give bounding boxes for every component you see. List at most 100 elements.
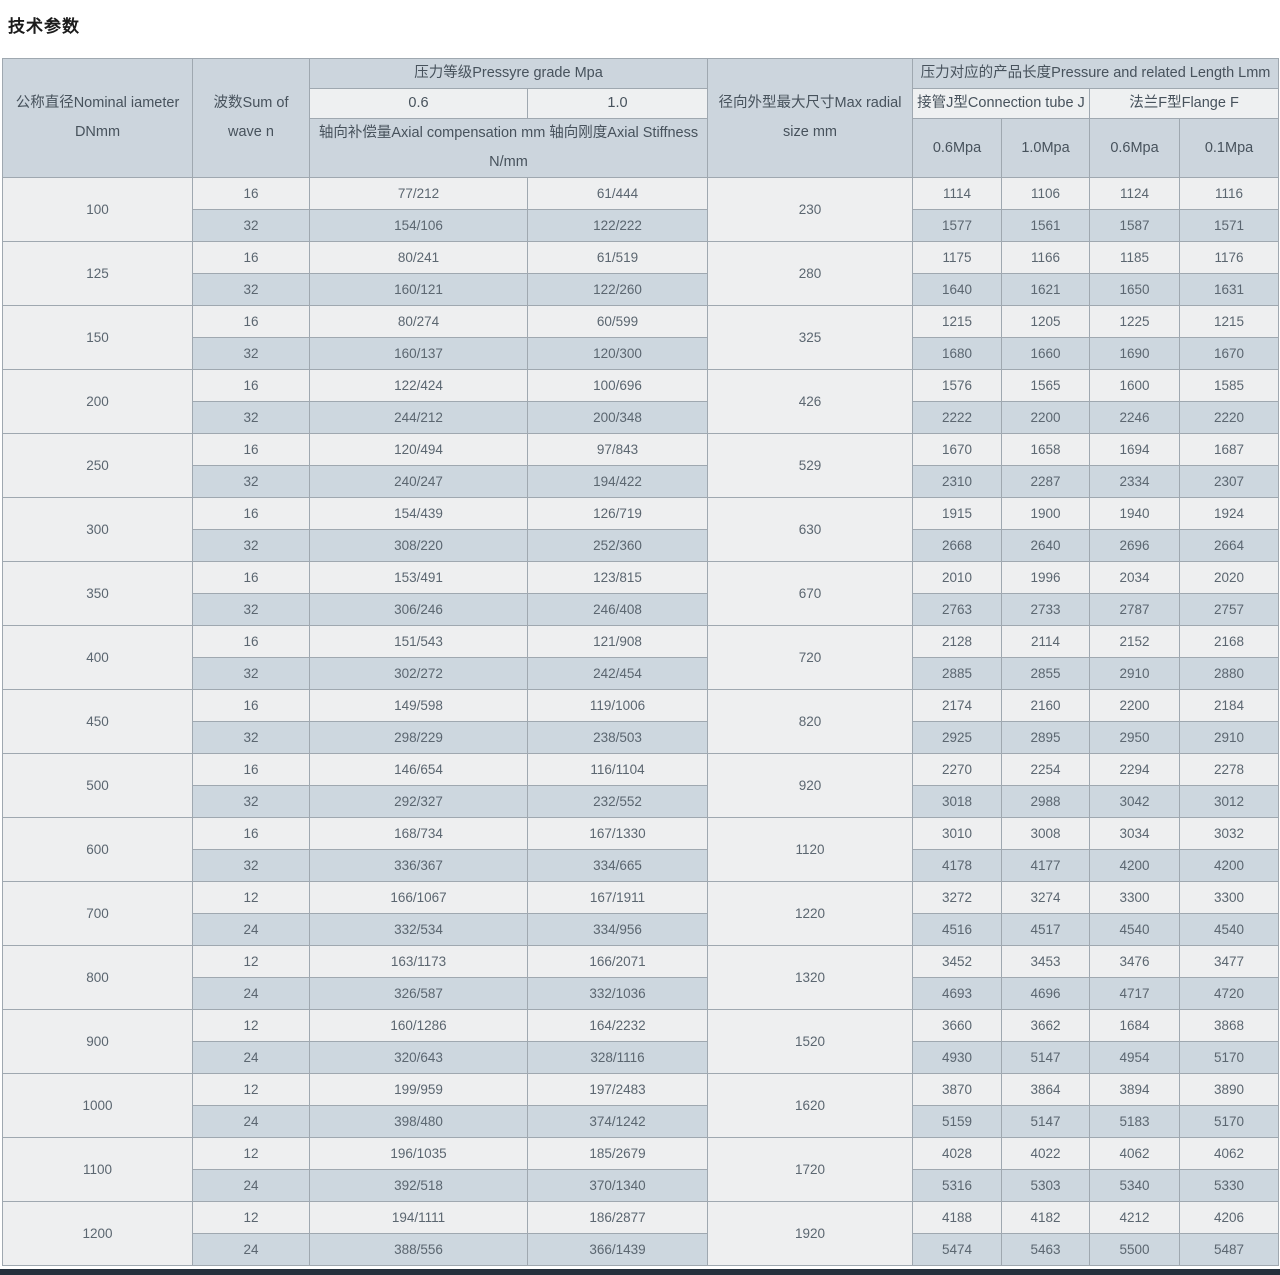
axial-comp-1-0-cell: 97/843 bbox=[527, 433, 708, 466]
dn-cell: 450 bbox=[2, 689, 193, 754]
table-row: 900 12 160/1286 164/2232 1520 3660 3662 1684 386… bbox=[2, 1009, 1280, 1074]
axial-comp-0-6-cell: 320/643 bbox=[309, 1041, 528, 1074]
radial-size-cell: 529 bbox=[707, 433, 913, 498]
axial-comp-0-6-cell: 398/480 bbox=[309, 1105, 528, 1138]
length-f-0-6-cell: 2696 bbox=[1089, 529, 1180, 562]
axial-comp-1-0-cell: 366/1439 bbox=[527, 1233, 708, 1266]
wave-count-cell: 16 bbox=[192, 177, 310, 210]
length-j-0-6-cell: 3870 bbox=[912, 1073, 1002, 1106]
axial-comp-1-0-cell: 122/260 bbox=[527, 273, 708, 306]
axial-comp-1-0-cell: 61/519 bbox=[527, 241, 708, 274]
axial-comp-1-0-cell: 238/503 bbox=[527, 721, 708, 754]
table-row: 1100 12 196/1035 185/2679 1720 4028 4022 4062 40… bbox=[2, 1137, 1280, 1202]
wave-count-cell: 24 bbox=[192, 1041, 310, 1074]
axial-comp-1-0-cell: 119/1006 bbox=[527, 689, 708, 722]
axial-comp-1-0-cell: 167/1911 bbox=[527, 881, 708, 914]
table-header: 公称直径Nominal iameter DNmm 波数Sum of wave n… bbox=[2, 58, 1280, 178]
dn-cell: 100 bbox=[2, 177, 193, 242]
length-j-1-0-cell: 3453 bbox=[1001, 945, 1090, 978]
length-f-0-1-cell: 1670 bbox=[1178, 337, 1280, 370]
wave-count-cell: 32 bbox=[192, 849, 310, 882]
wave-count-cell: 32 bbox=[192, 785, 310, 818]
table-row: 24 392/518 370/1340 5316 5303 5340 5330 bbox=[3, 1169, 1280, 1202]
table-body: 100 16 77/212 61/444 230 1114 1106 1124 1116 32 15… bbox=[2, 177, 1280, 1266]
axial-comp-0-6-cell: 80/241 bbox=[309, 241, 528, 274]
header-nominal-diameter: 公称直径Nominal iameter DNmm bbox=[2, 58, 193, 178]
length-f-0-1-cell: 2757 bbox=[1178, 593, 1280, 626]
axial-comp-1-0-cell: 242/454 bbox=[527, 657, 708, 690]
axial-comp-1-0-cell: 197/2483 bbox=[527, 1073, 708, 1106]
wave-count-cell: 32 bbox=[192, 657, 310, 690]
length-j-1-0-cell: 2855 bbox=[1001, 657, 1090, 690]
length-j-0-6-cell: 1640 bbox=[912, 273, 1002, 306]
header-row-3: 轴向补偿量Axial compensation mm 轴向刚度Axial Sti… bbox=[3, 118, 1280, 178]
length-j-1-0-cell: 5147 bbox=[1001, 1041, 1090, 1074]
axial-comp-1-0-cell: 374/1242 bbox=[527, 1105, 708, 1138]
header-row-1: 公称直径Nominal iameter DNmm 波数Sum of wave n… bbox=[2, 58, 1280, 178]
length-j-1-0-cell: 5463 bbox=[1001, 1233, 1090, 1266]
length-f-0-6-cell: 3476 bbox=[1089, 945, 1180, 978]
axial-comp-0-6-cell: 122/424 bbox=[309, 369, 528, 402]
axial-comp-0-6-cell: 154/106 bbox=[309, 209, 528, 242]
axial-comp-0-6-cell: 196/1035 bbox=[309, 1137, 528, 1170]
length-f-0-1-cell: 3012 bbox=[1178, 785, 1280, 818]
axial-comp-0-6-cell: 160/137 bbox=[309, 337, 528, 370]
wave-count-cell: 12 bbox=[192, 1009, 310, 1042]
dn-cell: 500 bbox=[2, 753, 193, 818]
length-j-1-0-cell: 3662 bbox=[1001, 1009, 1090, 1042]
axial-comp-0-6-cell: 336/367 bbox=[309, 849, 528, 882]
table-row: 450 16 149/598 119/1006 820 2174 2160 2200 2184 bbox=[2, 689, 1280, 754]
table-row: 700 12 166/1067 167/1911 1220 3272 3274 3300 330… bbox=[2, 881, 1280, 946]
length-j-0-6-cell: 2310 bbox=[912, 465, 1002, 498]
axial-comp-0-6-cell: 146/654 bbox=[309, 753, 528, 786]
length-j-0-6-cell: 4693 bbox=[912, 977, 1002, 1010]
header-pressure-grade: 压力等级Pressyre grade Mpa bbox=[309, 58, 708, 89]
length-j-1-0-cell: 2254 bbox=[1001, 753, 1090, 786]
length-f-0-6-cell: 3894 bbox=[1089, 1073, 1180, 1106]
wave-count-cell: 24 bbox=[192, 1105, 310, 1138]
length-j-0-6-cell: 4188 bbox=[912, 1201, 1002, 1234]
length-f-0-1-cell: 3300 bbox=[1178, 881, 1280, 914]
length-j-1-0-cell: 1565 bbox=[1001, 369, 1090, 402]
radial-size-cell: 1120 bbox=[707, 817, 913, 882]
table-row: 32 306/246 246/408 2763 2733 2787 2757 bbox=[3, 593, 1280, 626]
dn-cell: 1000 bbox=[2, 1073, 193, 1138]
length-f-0-6-cell: 1694 bbox=[1089, 433, 1180, 466]
length-f-0-1-cell: 3477 bbox=[1178, 945, 1280, 978]
wave-count-cell: 24 bbox=[192, 1233, 310, 1266]
length-f-0-6-cell: 2246 bbox=[1089, 401, 1180, 434]
dn-cell: 150 bbox=[2, 305, 193, 370]
length-f-0-1-cell: 5330 bbox=[1178, 1169, 1280, 1202]
length-f-0-6-cell: 1650 bbox=[1089, 273, 1180, 306]
wave-count-cell: 32 bbox=[192, 273, 310, 306]
header-wave-count: 波数Sum of wave n bbox=[192, 58, 310, 178]
length-j-0-6-cell: 1915 bbox=[912, 497, 1002, 530]
length-f-0-1-cell: 2910 bbox=[1178, 721, 1280, 754]
table-row: 1000 12 199/959 197/2483 1620 3870 3864 3894 389… bbox=[2, 1073, 1280, 1138]
length-j-1-0-cell: 1658 bbox=[1001, 433, 1090, 466]
axial-comp-1-0-cell: 126/719 bbox=[527, 497, 708, 530]
length-j-0-6-cell: 1576 bbox=[912, 369, 1002, 402]
header-max-radial-size: 径向外型最大尺寸Max radial size mm bbox=[707, 58, 913, 178]
wave-count-cell: 12 bbox=[192, 1073, 310, 1106]
wave-count-cell: 16 bbox=[192, 305, 310, 338]
length-f-0-6-cell: 1600 bbox=[1089, 369, 1180, 402]
header-grade-1-0: 1.0 bbox=[527, 88, 708, 119]
wave-count-cell: 24 bbox=[192, 977, 310, 1010]
radial-size-cell: 720 bbox=[707, 625, 913, 690]
axial-comp-1-0-cell: 334/956 bbox=[527, 913, 708, 946]
dn-cell: 400 bbox=[2, 625, 193, 690]
length-j-1-0-cell: 2988 bbox=[1001, 785, 1090, 818]
axial-comp-0-6-cell: 120/494 bbox=[309, 433, 528, 466]
table-row: 32 244/212 200/348 2222 2200 2246 2220 bbox=[3, 401, 1280, 434]
length-f-0-6-cell: 1940 bbox=[1089, 497, 1180, 530]
table-row: 32 292/327 232/552 3018 2988 3042 3012 bbox=[3, 785, 1280, 818]
axial-comp-0-6-cell: 151/543 bbox=[309, 625, 528, 658]
radial-size-cell: 1920 bbox=[707, 1201, 913, 1266]
axial-comp-1-0-cell: 166/2071 bbox=[527, 945, 708, 978]
length-j-0-6-cell: 4930 bbox=[912, 1041, 1002, 1074]
length-f-0-1-cell: 1631 bbox=[1178, 273, 1280, 306]
header-length-group: 压力对应的产品长度Pressure and related Length Lmm bbox=[911, 58, 1280, 89]
axial-comp-1-0-cell: 332/1036 bbox=[527, 977, 708, 1010]
page-title: 技术参数 bbox=[8, 17, 80, 36]
